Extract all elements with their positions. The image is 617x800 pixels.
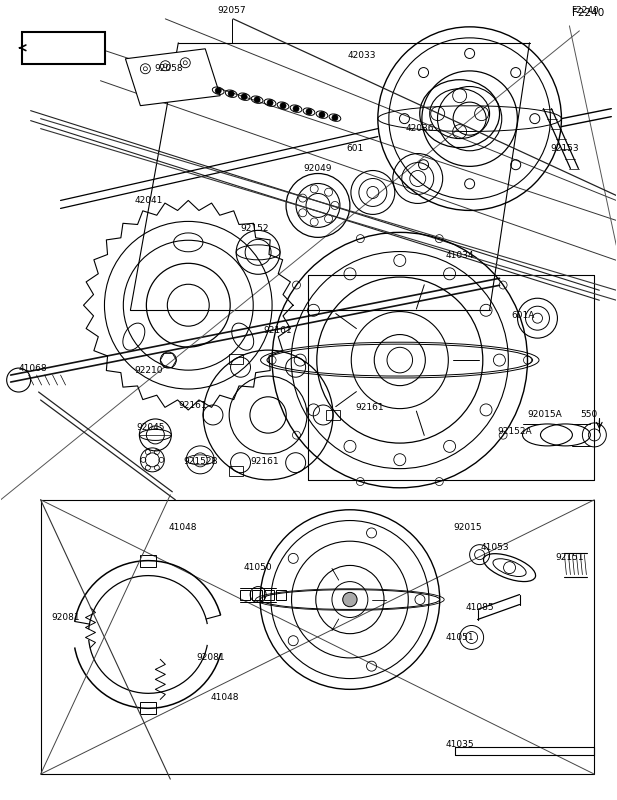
Text: 92161: 92161 [178, 402, 207, 410]
Text: 92045: 92045 [136, 423, 165, 433]
Text: 41050: 41050 [244, 563, 273, 572]
Text: 42036: 42036 [405, 124, 434, 133]
Text: 92161: 92161 [251, 458, 280, 466]
Bar [229, 354, 242, 364]
Text: 92151: 92151 [555, 553, 584, 562]
Circle shape [319, 112, 325, 118]
Text: 92057: 92057 [218, 6, 246, 15]
Text: 92161: 92161 [355, 403, 384, 413]
Text: 41048: 41048 [211, 693, 239, 702]
Text: 41034: 41034 [445, 251, 474, 260]
Circle shape [332, 114, 338, 121]
Circle shape [342, 592, 357, 606]
Text: 92058: 92058 [154, 64, 183, 74]
Bar [229, 466, 242, 476]
Text: 92153: 92153 [550, 144, 579, 153]
Text: 41051: 41051 [445, 633, 474, 642]
Bar [141, 702, 156, 714]
Bar [276, 590, 286, 599]
Circle shape [267, 100, 273, 106]
Text: 42041: 42041 [134, 196, 162, 205]
Text: 92152B: 92152B [183, 458, 218, 466]
Text: 42033: 42033 [347, 51, 376, 60]
Text: 92015: 92015 [453, 523, 482, 532]
Bar [252, 590, 262, 599]
Text: FRONT: FRONT [41, 42, 86, 54]
Text: 601: 601 [346, 144, 363, 153]
Bar [326, 410, 340, 420]
Text: 41085: 41085 [465, 603, 494, 612]
Bar [264, 590, 274, 599]
Text: 92152: 92152 [241, 224, 270, 233]
Bar [141, 554, 156, 566]
Circle shape [293, 106, 299, 112]
Circle shape [280, 102, 286, 109]
Text: 92210: 92210 [134, 366, 163, 374]
Text: 41048: 41048 [169, 523, 197, 532]
Circle shape [306, 109, 312, 114]
Circle shape [254, 97, 260, 102]
Text: 41035: 41035 [445, 740, 474, 749]
Text: 92152A: 92152A [497, 427, 532, 437]
Text: 92049: 92049 [304, 164, 332, 173]
FancyBboxPatch shape [22, 32, 106, 64]
Polygon shape [125, 49, 220, 106]
Circle shape [228, 90, 234, 97]
Text: F2240: F2240 [572, 8, 604, 18]
Circle shape [241, 94, 247, 100]
Circle shape [215, 88, 222, 94]
Text: 41053: 41053 [480, 543, 509, 552]
Text: 92161: 92161 [263, 326, 292, 334]
Bar [240, 590, 250, 599]
Text: 92081: 92081 [196, 653, 225, 662]
Text: 550: 550 [580, 410, 597, 419]
Text: F2240: F2240 [571, 6, 599, 15]
Text: 601A: 601A [512, 310, 535, 320]
Text: 92081: 92081 [51, 613, 80, 622]
Text: 92015A: 92015A [527, 410, 562, 419]
Text: 41068: 41068 [19, 363, 48, 373]
